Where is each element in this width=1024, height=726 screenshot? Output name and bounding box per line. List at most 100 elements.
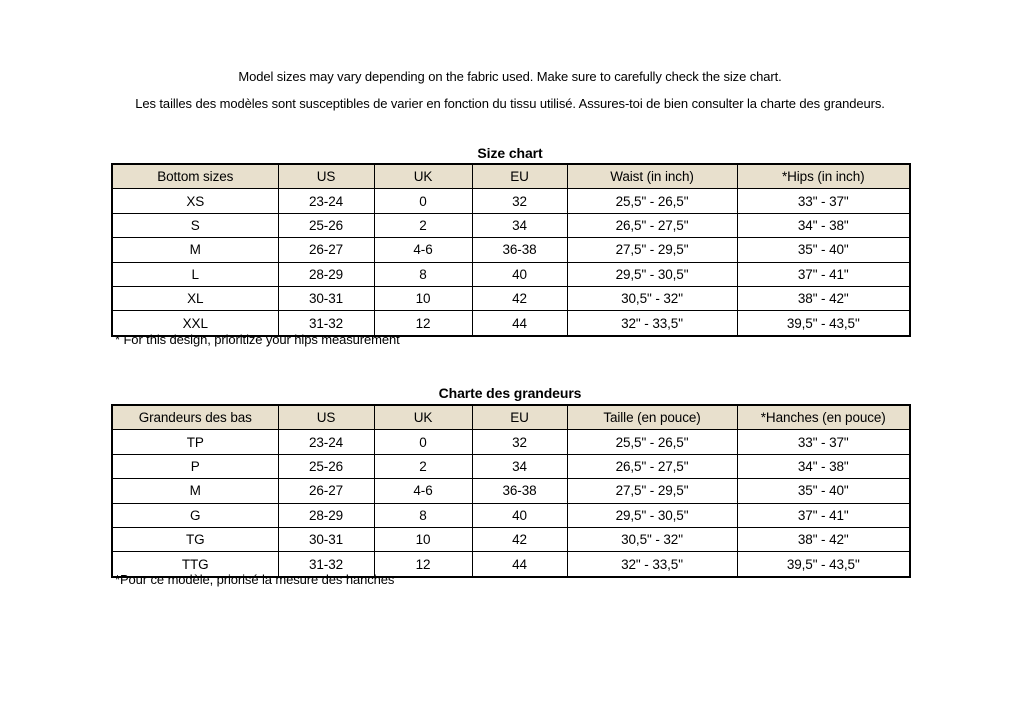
- table-cell: 25-26: [277, 212, 375, 239]
- table-cell: 4-6: [373, 478, 473, 504]
- column-header: EU: [471, 404, 568, 431]
- table-row: TP 23-24 0 32 25,5" - 26,5" 33" - 37": [111, 429, 911, 455]
- table-cell: 30,5" - 32": [566, 285, 738, 312]
- table-cell: 8: [373, 502, 473, 528]
- column-header: UK: [373, 163, 473, 190]
- table-row: XL 30-31 10 42 30,5" - 32" 38" - 42": [111, 285, 911, 312]
- table-row: P 25-26 2 34 26,5" - 27,5" 34" - 38": [111, 453, 911, 480]
- table-cell: XL: [111, 285, 279, 312]
- table-cell: XS: [111, 188, 279, 214]
- table-cell: TP: [111, 429, 279, 455]
- size-chart-title-fr: Charte des grandeurs: [438, 385, 582, 401]
- table-cell: 28-29: [277, 261, 375, 287]
- table-cell: 39,5" - 43,5": [736, 551, 911, 578]
- table-row: TTG 31-32 12 44 32" - 33,5" 39,5" - 43,5": [111, 551, 911, 578]
- footnote-fr: *Pour ce modèle, priorisé la mesure des …: [115, 572, 395, 587]
- size-chart-table-en: Bottom sizes US UK EU Waist (in inch) *Hips (…: [111, 163, 911, 337]
- table-cell: 0: [373, 429, 473, 455]
- table-cell: 36-38: [471, 237, 568, 263]
- table-cell: 32" - 33,5": [566, 551, 738, 578]
- table-cell: 40: [471, 261, 568, 287]
- table-cell: 23-24: [277, 429, 375, 455]
- table-cell: 33" - 37": [736, 429, 911, 455]
- table-cell: 35" - 40": [736, 237, 911, 263]
- table-cell: 30-31: [277, 285, 375, 312]
- table-row: S 25-26 2 34 26,5" - 27,5" 34" - 38": [111, 212, 911, 239]
- table-cell: XXL: [111, 310, 279, 337]
- table-cell: 34" - 38": [736, 453, 911, 480]
- table-cell: 2: [373, 212, 473, 239]
- table-row: XXL 31-32 12 44 32" - 33,5" 39,5" - 43,5": [111, 310, 911, 337]
- table-row: TG 30-31 10 42 30,5" - 32" 38" - 42": [111, 526, 911, 553]
- table-cell: 32: [471, 188, 568, 214]
- table-cell: TTG: [111, 551, 279, 578]
- column-header: *Hips (in inch): [736, 163, 911, 190]
- table-cell: P: [111, 453, 279, 480]
- table-cell: 38" - 42": [736, 285, 911, 312]
- table-cell: 25,5" - 26,5": [566, 429, 738, 455]
- table-cell: 2: [373, 453, 473, 480]
- table-cell: 23-24: [277, 188, 375, 214]
- table-cell: M: [111, 237, 279, 263]
- table-cell: 0: [373, 188, 473, 214]
- table-cell: 26,5" - 27,5": [566, 453, 738, 480]
- table-cell: 44: [471, 310, 568, 337]
- table-cell: 27,5" - 29,5": [566, 478, 738, 504]
- table-cell: 42: [471, 285, 568, 312]
- table-cell: 31-32: [277, 310, 375, 337]
- header-row: Bottom sizes US UK EU Waist (in inch) *Hips (…: [111, 163, 911, 190]
- table-cell: 34: [471, 212, 568, 239]
- size-chart-title-en: Size chart: [477, 145, 543, 161]
- table-row: M 26-27 4-6 36-38 27,5" - 29,5" 35" - 40": [111, 478, 911, 504]
- table-cell: 42: [471, 526, 568, 553]
- column-header: *Hanches (en pouce): [736, 404, 911, 431]
- table-cell: 37" - 41": [736, 261, 911, 287]
- table-cell: 37" - 41": [736, 502, 911, 528]
- size-chart-table-fr: Grandeurs des bas US UK EU Taille (en pouce)…: [111, 404, 911, 578]
- table-cell: TG: [111, 526, 279, 553]
- table-cell: 44: [471, 551, 568, 578]
- table-cell: M: [111, 478, 279, 504]
- table-cell: 34" - 38": [736, 212, 911, 239]
- table-cell: 29,5" - 30,5": [566, 502, 738, 528]
- table-row: XS 23-24 0 32 25,5" - 26,5" 33" - 37": [111, 188, 911, 214]
- table-cell: 36-38: [471, 478, 568, 504]
- table-cell: 32: [471, 429, 568, 455]
- column-header: EU: [471, 163, 568, 190]
- table-cell: 32" - 33,5": [566, 310, 738, 337]
- table-cell: 31-32: [277, 551, 375, 578]
- table-cell: 30-31: [277, 526, 375, 553]
- table-cell: G: [111, 502, 279, 528]
- table-cell: 29,5" - 30,5": [566, 261, 738, 287]
- intro-text-fr: Les tailles des modèles sont susceptible…: [135, 96, 885, 111]
- table-cell: 38" - 42": [736, 526, 911, 553]
- table-cell: 30,5" - 32": [566, 526, 738, 553]
- table-row: L 28-29 8 40 29,5" - 30,5" 37" - 41": [111, 261, 911, 287]
- column-header: Bottom sizes: [111, 163, 279, 190]
- table-cell: 25-26: [277, 453, 375, 480]
- table-cell: 10: [373, 526, 473, 553]
- table-cell: 12: [373, 551, 473, 578]
- intro-text-en: Model sizes may vary depending on the fa…: [238, 69, 782, 84]
- table-row: G 28-29 8 40 29,5" - 30,5" 37" - 41": [111, 502, 911, 528]
- table-cell: 4-6: [373, 237, 473, 263]
- table-cell: 26,5" - 27,5": [566, 212, 738, 239]
- table-cell: 26-27: [277, 237, 375, 263]
- table-cell: 10: [373, 285, 473, 312]
- table-cell: 8: [373, 261, 473, 287]
- table-row: M 26-27 4-6 36-38 27,5" - 29,5" 35" - 40": [111, 237, 911, 263]
- table-cell: 25,5" - 26,5": [566, 188, 738, 214]
- table-cell: 39,5" - 43,5": [736, 310, 911, 337]
- table-cell: 26-27: [277, 478, 375, 504]
- column-header: UK: [373, 404, 473, 431]
- table-cell: 27,5" - 29,5": [566, 237, 738, 263]
- column-header: Taille (en pouce): [566, 404, 738, 431]
- table-cell: L: [111, 261, 279, 287]
- table-cell: 34: [471, 453, 568, 480]
- column-header: Grandeurs des bas: [111, 404, 279, 431]
- column-header: US: [277, 404, 375, 431]
- table-cell: 35" - 40": [736, 478, 911, 504]
- table-cell: 33" - 37": [736, 188, 911, 214]
- footnote-en: * For this design, prioritize your hips …: [115, 332, 400, 347]
